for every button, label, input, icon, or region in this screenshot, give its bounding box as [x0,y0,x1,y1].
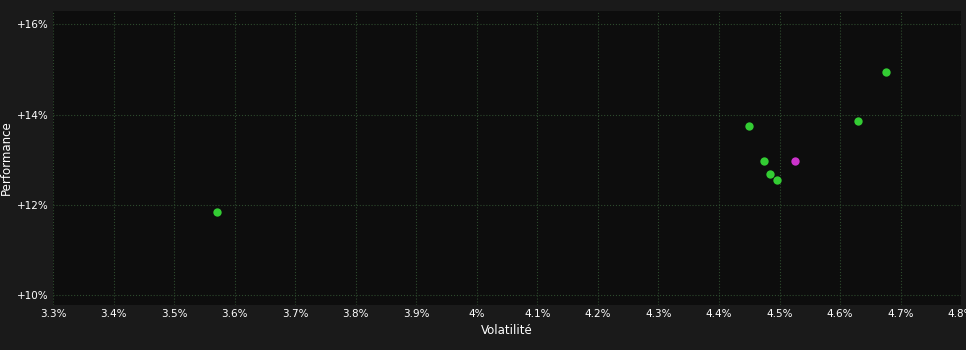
X-axis label: Volatilité: Volatilité [481,324,533,337]
Point [209,209,224,215]
Point [769,177,784,183]
Point [850,119,866,124]
Y-axis label: Performance: Performance [0,120,14,195]
Point [763,172,779,177]
Point [878,69,894,74]
Point [787,158,803,163]
Point [756,158,772,163]
Point [742,123,757,129]
